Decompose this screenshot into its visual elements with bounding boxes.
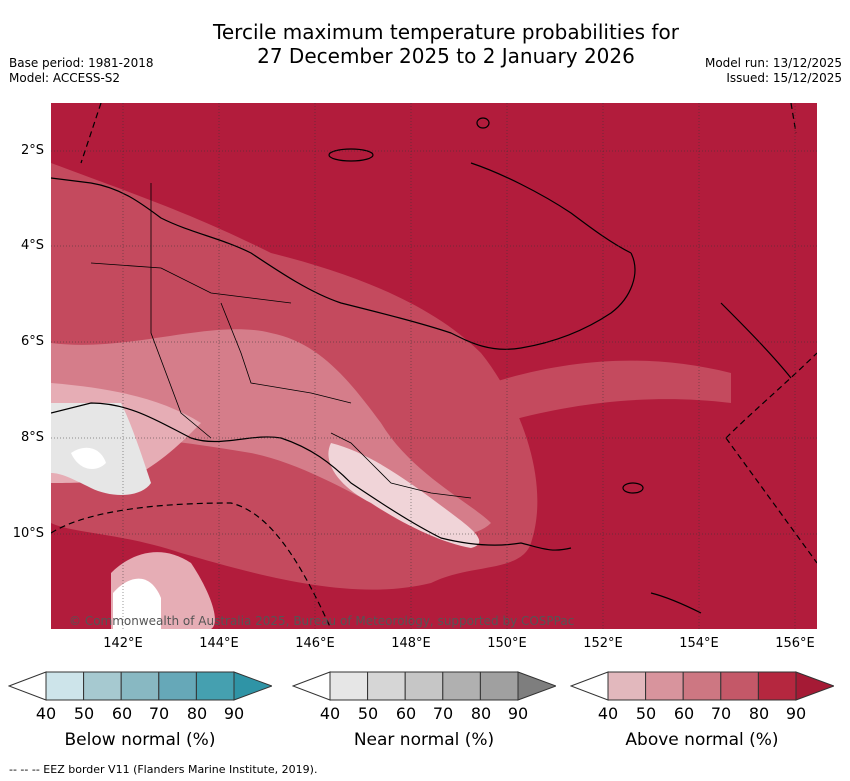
colorbar-lower-extend (7, 671, 47, 701)
colorbar-upper-extend (233, 671, 274, 701)
model-info: Base period: 1981-2018 Model: ACCESS-S2 (9, 56, 154, 86)
title-line-2: 27 December 2025 to 2 January 2026 (257, 44, 635, 68)
legend-tick: 60 (395, 704, 417, 723)
legend-tick: 40 (319, 704, 341, 723)
colorbar-upper-extend (517, 671, 558, 701)
near-normal-40 (51, 403, 151, 495)
legend-tick: 90 (507, 704, 529, 723)
lon-tick: 156°E (775, 636, 815, 651)
legend-label: Above normal (%) (625, 730, 779, 750)
lon-tick: 150°E (487, 636, 527, 651)
colorbar-bin (479, 671, 519, 701)
colorbar-bin (404, 671, 444, 701)
colorbar-lower-extend (569, 671, 609, 701)
legend-tick: 50 (357, 704, 379, 723)
lat-tick: 10°S (12, 526, 44, 541)
graticule (51, 103, 817, 629)
legend-tick: 40 (35, 704, 57, 723)
colorbar-bin (682, 671, 722, 701)
legend-tick: 90 (785, 704, 807, 723)
lon-tick: 152°E (583, 636, 623, 651)
legend-tick: 40 (597, 704, 619, 723)
lon-tick: 154°E (679, 636, 719, 651)
legend-label: Below normal (%) (64, 730, 216, 750)
colorbar-below (7, 671, 274, 701)
legend-tick: 50 (73, 704, 95, 723)
colorbar-bin (45, 671, 85, 701)
colorbar-bin (83, 671, 122, 701)
colorbar-bin (158, 671, 197, 701)
colorbar-bin (757, 671, 797, 701)
legend-tick: 60 (673, 704, 695, 723)
colorbar-bin (442, 671, 481, 701)
legend-above: 40 50 60 70 80 90 Above normal (%) (569, 670, 836, 750)
lon-tick: 148°E (391, 636, 431, 651)
colorbar-bin (329, 671, 369, 701)
legend-tick: 60 (111, 704, 133, 723)
colorbar-upper-extend (795, 671, 836, 701)
colorbar-above (569, 671, 836, 701)
issued-text: Issued: 15/12/2025 (726, 71, 842, 85)
legend-tick: 80 (470, 704, 492, 723)
lon-tick: 142°E (103, 636, 143, 651)
lat-tick: 4°S (20, 238, 44, 253)
islands (328, 117, 792, 614)
lon-tick: 146°E (295, 636, 335, 651)
legend-tick: 70 (710, 704, 732, 723)
colorbar-bin (120, 671, 160, 701)
base-period-text: Base period: 1981-2018 (9, 56, 154, 70)
colorbar-bin (720, 671, 759, 701)
legend-tick: 50 (635, 704, 657, 723)
lat-tick: 8°S (20, 430, 44, 445)
band-east-80 (491, 360, 731, 423)
no-data-patch (71, 447, 106, 469)
coastline (51, 162, 636, 551)
legend-tick: 90 (223, 704, 245, 723)
model-run-text: Model run: 13/12/2025 (704, 56, 842, 70)
legend-tick: 80 (748, 704, 770, 723)
run-info: Model run: 13/12/2025 Issued: 15/12/2025 (705, 56, 842, 86)
legend-label: Near normal (%) (353, 730, 495, 750)
map-title: Tercile maximum temperature probabilitie… (0, 20, 850, 68)
no-data-south (113, 578, 161, 629)
band-above-50 (328, 443, 480, 548)
lon-tick: 144°E (199, 636, 239, 651)
colorbar-bin (645, 671, 684, 701)
model-text: Model: ACCESS-S2 (9, 71, 121, 85)
legend-near: 40 50 60 70 80 90 Near normal (%) (291, 670, 558, 750)
map-credit: © Commonwealth of Australia 2025, Bureau… (69, 614, 574, 628)
probability-map: © Commonwealth of Australia 2025, Bureau… (51, 103, 817, 629)
lat-tick: 6°S (20, 334, 44, 349)
legend-tick: 70 (432, 704, 454, 723)
colorbar-bin (367, 671, 406, 701)
colorbar-bin (195, 671, 235, 701)
colorbar-bin (607, 671, 647, 701)
province-borders (90, 183, 472, 499)
title-line-1: Tercile maximum temperature probabilitie… (213, 20, 679, 44)
eez-footnote: -- -- -- EEZ border V11 (Flanders Marine… (9, 763, 318, 776)
lat-tick: 2°S (20, 143, 44, 158)
legend-below: 40 50 60 70 80 90 Below normal (%) (7, 670, 274, 750)
legend-tick: 80 (186, 704, 208, 723)
colorbar-lower-extend (291, 671, 331, 701)
colorbar-near (291, 671, 558, 701)
legend-tick: 70 (148, 704, 170, 723)
